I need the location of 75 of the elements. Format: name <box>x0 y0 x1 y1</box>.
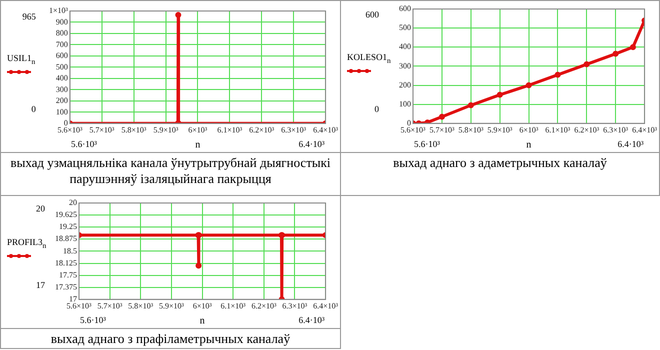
x-tick-label: 6.3×10³ <box>603 125 629 134</box>
x-tick-label: 5.6×10³ <box>57 125 83 134</box>
y-tick-label: 700 <box>56 40 68 49</box>
text: 0 <box>374 104 380 114</box>
x-tick-label: 5.9×10³ <box>487 125 513 134</box>
text: 5.6·10³ <box>414 138 440 149</box>
x-tick-label: 6.4×10³ <box>313 125 339 134</box>
y-tick-label: 900 <box>56 17 68 26</box>
y-tick-label: 600 <box>399 4 411 14</box>
y-tick-label: 19.25 <box>59 222 77 232</box>
x-tick-label: 5.9×10³ <box>158 301 185 310</box>
y-tick-label: 500 <box>399 23 411 32</box>
y-tick-label: 200 <box>56 96 68 106</box>
text: 6.4·10³ <box>298 314 325 325</box>
y-tick-label: 800 <box>56 28 68 38</box>
text: 6.4·10³ <box>298 138 325 149</box>
text: выхад аднаго з адаметрычных каналаў <box>340 152 660 196</box>
y-tick-label: 600 <box>56 51 68 60</box>
x-tick-label: 5.7×10³ <box>89 125 115 134</box>
text: 17 <box>36 280 46 290</box>
y-tick-label: 0 <box>407 118 411 128</box>
x-tick-label: 6.1×10³ <box>220 301 246 310</box>
y-tick-label: 400 <box>399 42 411 52</box>
x-tick-label: 6.4×10³ <box>632 125 658 134</box>
y-tick-label: 500 <box>56 62 68 72</box>
text: PROFIL3$_{n}$ <box>7 237 46 250</box>
x-tick-label: 6.4×10³ <box>313 301 339 310</box>
x-tick-label: 5.6×10³ <box>400 125 426 134</box>
text: выхад аднаго з прафіламетрычных каналаў <box>0 328 341 349</box>
y-tick-label: 19.625 <box>55 210 77 220</box>
x-tick-label: 6×10³ <box>188 125 208 134</box>
y-tick-label: 300 <box>399 61 411 70</box>
x-axis-title: n <box>195 140 200 151</box>
x-tick-label: 5.7×10³ <box>429 125 455 134</box>
y-tick-label: 17.75 <box>59 270 77 280</box>
x-tick-label: 5.8×10³ <box>128 301 154 310</box>
y-tick-label: 0 <box>64 118 68 128</box>
text: USIL1$_{n}$ <box>7 53 36 66</box>
text: 5.6·10³ <box>70 138 98 149</box>
y-tick-label: 100 <box>56 107 68 116</box>
x-tick-label: 5.8×10³ <box>458 125 484 134</box>
x-axis-title: n <box>200 316 205 327</box>
x-tick-label: 6.2×10³ <box>251 301 277 310</box>
text: 6.4·10³ <box>618 138 644 149</box>
y-tick-label: 300 <box>56 84 68 94</box>
text: 600 <box>366 9 380 20</box>
text: 0 <box>31 104 36 114</box>
text: KOLESO1$_{n}$ <box>347 52 391 65</box>
x-tick-label: 6.1×10³ <box>545 125 571 134</box>
x-tick-label: 5.9×10³ <box>153 125 179 134</box>
x-tick-label: 5.7×10³ <box>97 301 123 310</box>
text: выхад узмацняльніка канала ўнутрытрубнай дыягностыкі парушэнняў ізаляцыйнага пакрыцця <box>0 152 341 196</box>
x-tick-label: 6.1×10³ <box>217 125 243 134</box>
x-tick-label: 5.6×10³ <box>66 301 92 310</box>
x-tick-label: 6.3×10³ <box>282 301 308 310</box>
y-tick-label: 1×10³ <box>48 6 68 16</box>
x-axis-title: n <box>526 140 532 151</box>
x-tick-label: 6×10³ <box>519 125 539 134</box>
y-tick-label: 200 <box>399 80 411 90</box>
y-tick-label: 18.5 <box>63 246 77 256</box>
x-tick-label: 5.8×10³ <box>121 125 147 134</box>
y-tick-label: 100 <box>399 99 411 108</box>
y-tick-label: 18.875 <box>55 234 77 244</box>
y-tick-label: 400 <box>56 74 68 83</box>
y-tick-label: 20 <box>69 198 77 208</box>
x-tick-label: 6.2×10³ <box>574 125 600 134</box>
y-tick-label: 17.375 <box>55 282 77 292</box>
x-tick-label: 6.2×10³ <box>249 125 275 134</box>
text: 20 <box>36 203 46 214</box>
x-tick-label: 6×10³ <box>192 301 212 310</box>
text: 965 <box>22 11 36 22</box>
x-tick-label: 6.3×10³ <box>281 125 307 134</box>
y-tick-label: 18.125 <box>55 258 77 268</box>
text: 5.6·10³ <box>80 314 106 325</box>
y-tick-label: 17 <box>69 294 77 304</box>
